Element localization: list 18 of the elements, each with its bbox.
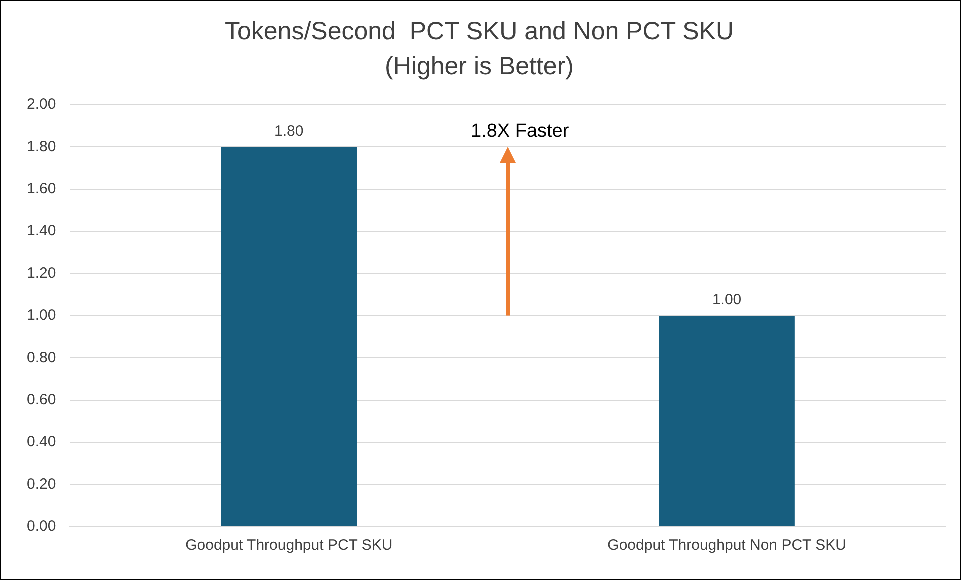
text: (Higher is Better) [385, 52, 574, 80]
x-tick-label: Goodput Throughput PCT SKU [186, 537, 393, 554]
annotation: 1.8X Faster [470, 120, 570, 142]
text: Tokens/Second PCT SKU and Non PCT SKU [224, 17, 734, 46]
y-tick-label: 2.00 [26, 96, 56, 114]
data-label: 1.80 [274, 122, 304, 140]
y-tick-label: 0.40 [26, 434, 56, 451]
x-tick-label: Goodput Throughput Non PCT SKU [608, 537, 846, 554]
y-tick-label: 1.80 [26, 138, 56, 156]
y-tick-label: 1.20 [26, 264, 56, 282]
y-tick-label: 0.60 [26, 392, 56, 409]
y-tick-label: 1.00 [26, 307, 56, 324]
y-tick-label: 1.40 [26, 222, 56, 240]
y-tick-label: 1.60 [26, 180, 56, 198]
y-tick-label: 0.00 [26, 518, 56, 536]
y-tick-label: 0.80 [26, 349, 56, 366]
y-tick-label: 0.20 [26, 476, 56, 493]
data-label: 1.00 [712, 292, 742, 309]
